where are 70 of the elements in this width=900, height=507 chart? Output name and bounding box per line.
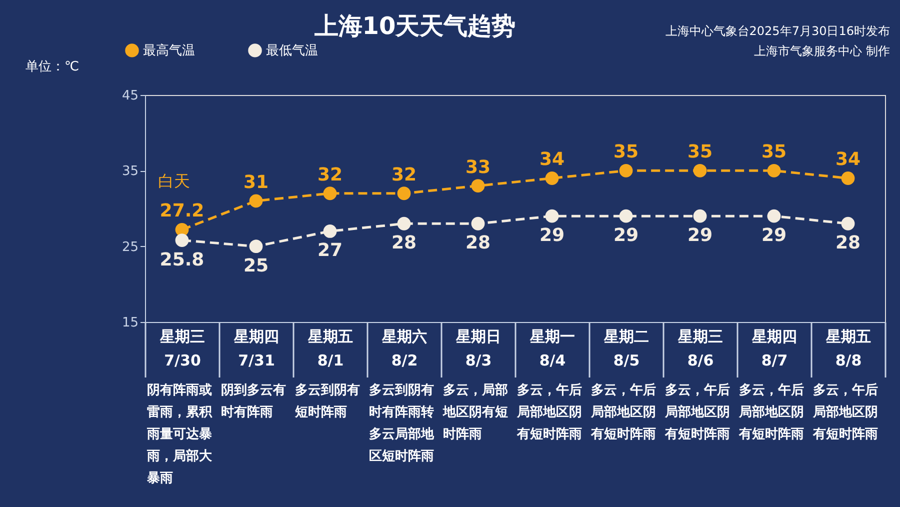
y-tick-label: 35	[122, 164, 138, 180]
point	[471, 179, 485, 192]
data-label: 29	[539, 225, 565, 246]
x-tick-label: 星期五 8/8	[825, 328, 871, 370]
data-label: 27.2	[160, 200, 204, 222]
data-label: 29	[613, 225, 639, 246]
data-label: 31	[243, 172, 269, 193]
text: 多云到阴有时有阵雨转多云局部地区短时阵雨	[369, 383, 435, 464]
point	[619, 164, 633, 178]
legend-label: 最高气温	[143, 42, 195, 58]
y-tick-label: 45	[122, 88, 138, 104]
point	[249, 240, 263, 254]
y-axis-title: 单位：℃	[26, 60, 80, 74]
data-label: 35	[761, 142, 787, 163]
text: 多云，午后局部地区阴有短时阵雨	[812, 382, 878, 442]
text: 上海市气象服务中心 制作	[754, 44, 890, 58]
data-label: 33	[465, 156, 491, 178]
y-tick-label: 15	[122, 316, 138, 330]
point	[397, 186, 411, 200]
text: 阴到多云有时有阵雨	[221, 383, 286, 420]
data-label: 34	[835, 149, 861, 170]
point	[619, 209, 633, 223]
point	[397, 216, 411, 230]
x-tick-label: 星期五 8/1	[307, 328, 353, 370]
point	[249, 194, 263, 208]
text: 阴有阵雨或雷雨，累积雨量可达暴雨，局部大暴雨	[146, 382, 213, 486]
x-tick-label: 星期三 8/6	[677, 328, 723, 370]
point	[545, 209, 559, 223]
data-label: 25	[243, 255, 269, 276]
text: 多云到阴有短时阵雨	[294, 383, 360, 420]
data-label: 28	[391, 232, 417, 254]
data-label: 32	[317, 164, 343, 186]
chart-title: 上海10天天气趋势	[313, 12, 516, 40]
data-label: 28	[465, 232, 491, 254]
data-label: 27	[317, 240, 343, 262]
data-label: 32	[391, 164, 417, 186]
annotation: 白天	[158, 172, 190, 191]
x-tick-label: 星期六 8/2	[381, 328, 427, 370]
data-label: 29	[761, 225, 787, 246]
text: 多云，午后局部地区阴有短时阵雨	[738, 382, 804, 442]
point	[323, 186, 337, 200]
text: 多云，午后局部地区阴有短时阵雨	[516, 382, 582, 442]
y-tick-label: 25	[122, 240, 138, 255]
point	[175, 234, 189, 247]
text: 多云，午后局部地区阴有短时阵雨	[590, 382, 656, 442]
data-label: 34	[539, 149, 565, 170]
x-tick-label: 星期四 7/31	[233, 328, 279, 370]
point	[767, 164, 781, 178]
point	[545, 172, 559, 185]
point	[323, 224, 337, 238]
point	[841, 172, 855, 185]
data-label: 28	[835, 232, 861, 254]
text: 上海中心气象台2025年7月30日16时发布	[665, 24, 890, 38]
text: 多云，局部地区阴有短时阵雨	[442, 382, 508, 442]
x-tick-label: 星期三 7/30	[159, 328, 205, 370]
legend-label: 最低气温	[266, 43, 318, 58]
data-label: 29	[687, 225, 713, 246]
point	[767, 209, 781, 223]
x-tick-label: 星期一 8/4	[529, 328, 575, 370]
point	[693, 164, 707, 178]
x-tick-label: 星期日 8/3	[455, 328, 501, 370]
data-label: 35	[613, 142, 639, 163]
data-label: 35	[687, 142, 713, 163]
point	[693, 209, 707, 223]
x-tick-label: 星期二 8/5	[603, 328, 649, 370]
text: 多云，午后局部地区阴有短时阵雨	[664, 382, 730, 442]
point	[471, 216, 485, 230]
x-tick-label: 星期四 8/7	[751, 328, 797, 370]
point	[841, 216, 855, 230]
data-label: 25.8	[160, 249, 204, 270]
